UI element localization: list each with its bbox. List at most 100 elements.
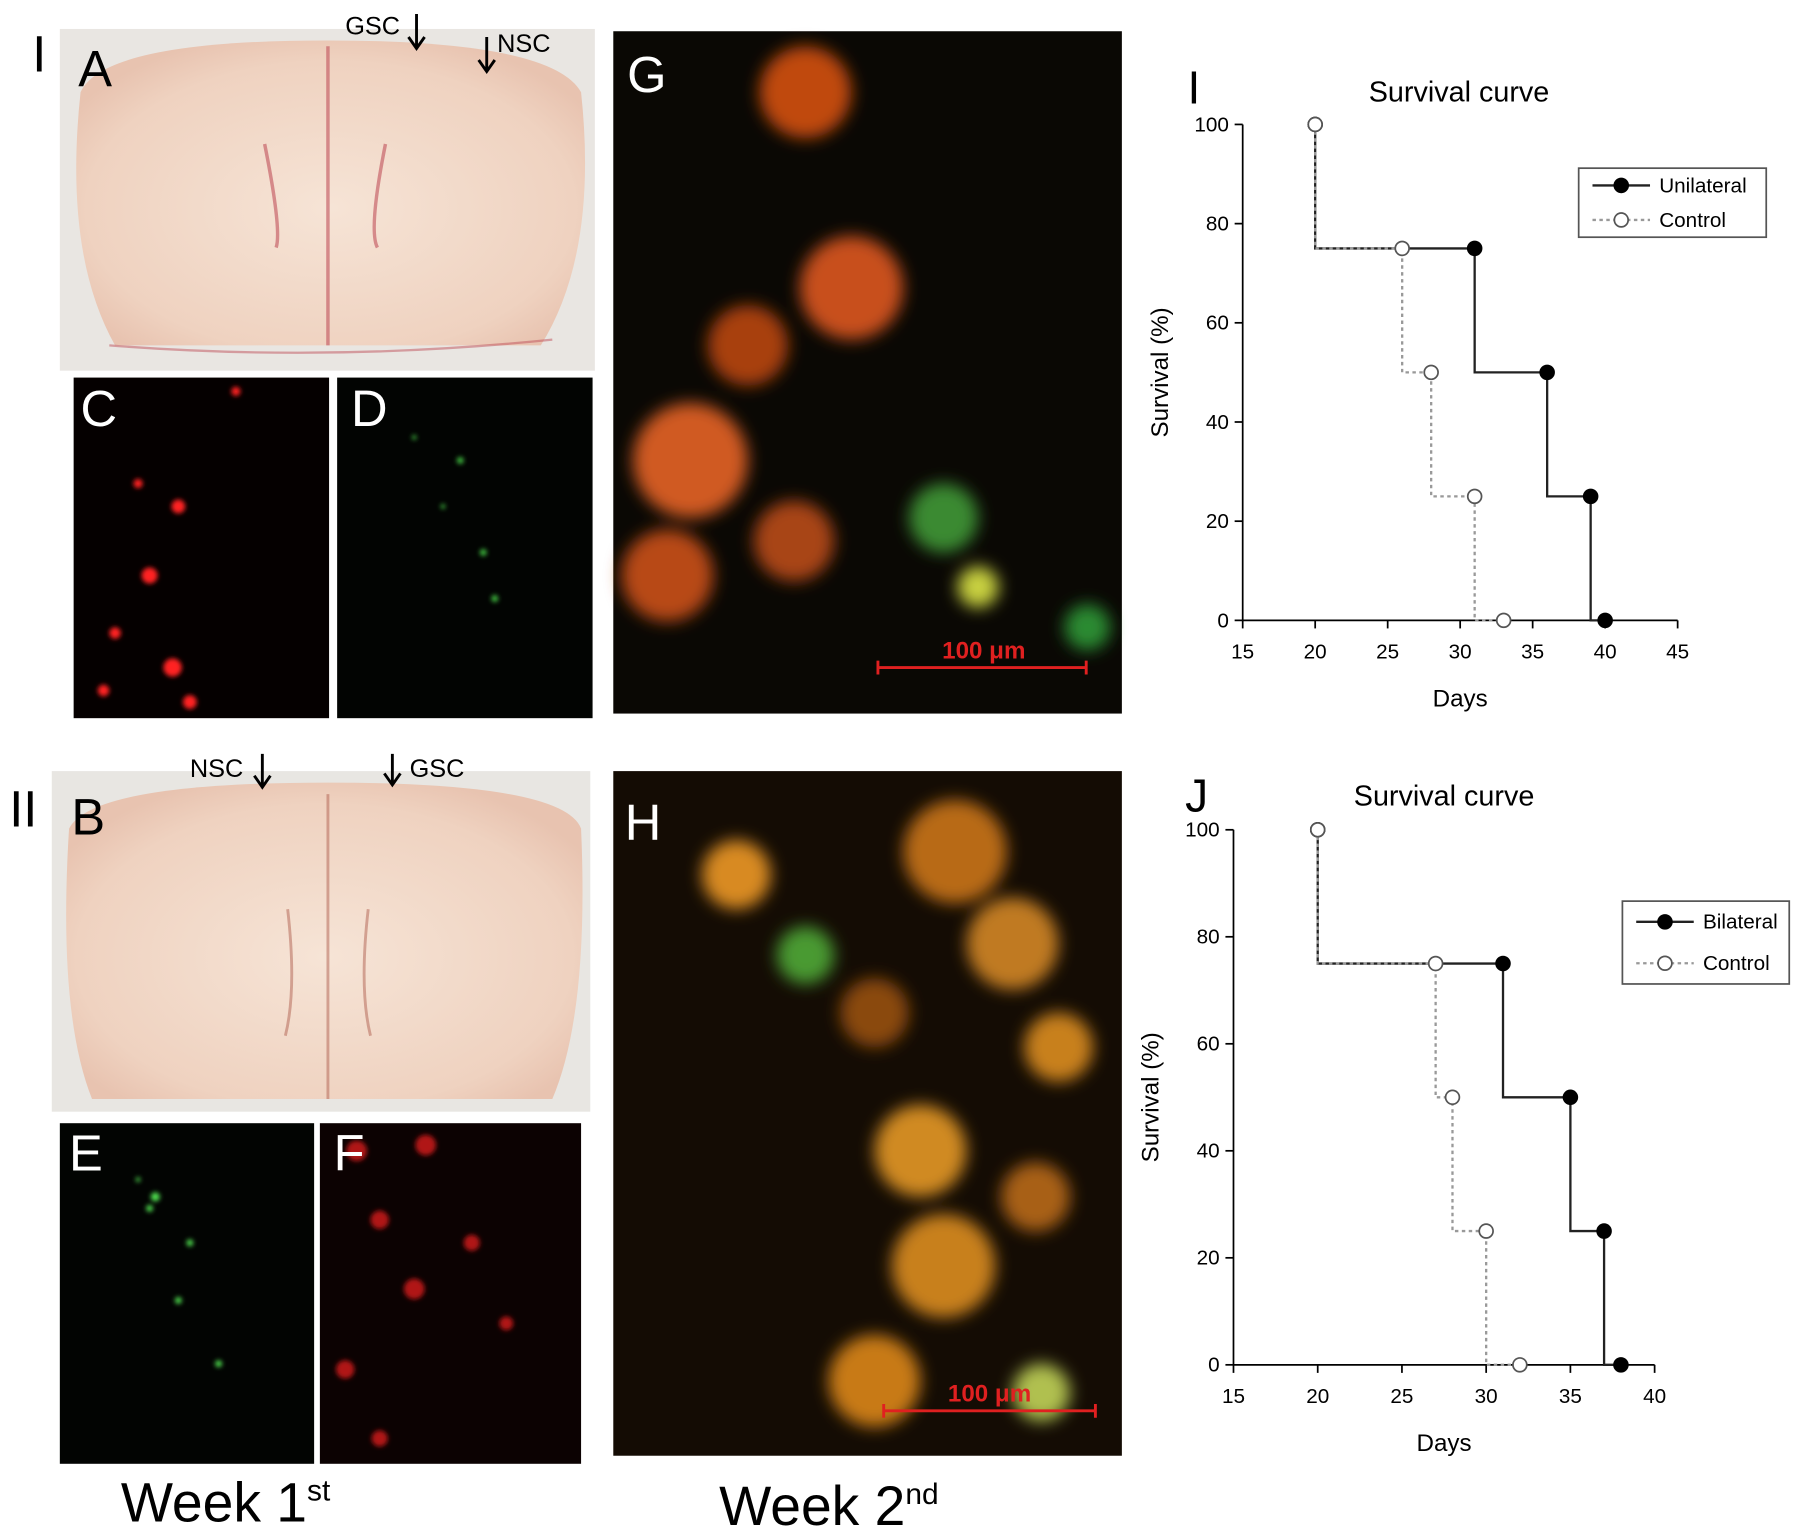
x-tick-label: 45 — [1666, 640, 1689, 663]
marker — [1512, 1357, 1528, 1373]
x-tick-label: 30 — [1449, 640, 1472, 663]
marker — [1478, 1223, 1494, 1239]
panel-label: G — [627, 46, 666, 103]
legend-marker — [1657, 955, 1673, 972]
legend-label: Control — [1659, 209, 1726, 232]
marker — [1309, 822, 1326, 838]
y-tick-label: 100 — [1194, 113, 1229, 136]
chart-title: Survival curve — [1354, 781, 1535, 813]
marker — [1495, 612, 1512, 629]
panel-label: B — [71, 788, 105, 845]
y-tick-label: 40 — [1197, 1140, 1220, 1163]
arrow-label: NSC — [190, 755, 243, 783]
scale-label: 100 μm — [942, 637, 1025, 664]
y-tick-label: 60 — [1206, 312, 1229, 335]
legend-box — [1621, 900, 1791, 985]
x-tick-label: 40 — [1643, 1385, 1666, 1408]
arrow — [477, 36, 496, 75]
x-tick-label: 15 — [1222, 1385, 1245, 1408]
row-label: I — [32, 26, 46, 83]
week-sup: nd — [905, 1478, 938, 1511]
y-tick-label: 40 — [1206, 411, 1229, 434]
y-tick-label: 0 — [1217, 609, 1229, 632]
marker — [1307, 116, 1323, 133]
arrow-label: NSC — [497, 30, 550, 58]
panel-label: D — [351, 380, 388, 437]
photo-f — [319, 1123, 582, 1464]
scale-bar: 100 μm — [876, 637, 1088, 675]
arrow-label: GSC — [410, 755, 465, 783]
scale-label: 100 μm — [948, 1381, 1031, 1408]
legend-label: Unilateral — [1659, 174, 1746, 197]
panel-label: C — [81, 380, 118, 437]
x-tick-label: 35 — [1521, 640, 1544, 663]
x-tick-label: 25 — [1376, 640, 1399, 663]
marker — [1466, 488, 1483, 505]
x-axis-label: Days — [1417, 1430, 1472, 1457]
photo-h — [613, 771, 1122, 1456]
x-tick-label: 20 — [1304, 640, 1327, 663]
arrow — [383, 753, 402, 788]
photo-b — [51, 771, 591, 1112]
x-tick-label: 35 — [1559, 1385, 1582, 1408]
marker — [1423, 364, 1439, 381]
x-tick-label: 15 — [1231, 640, 1254, 663]
panel-label: H — [625, 794, 662, 851]
panel-label: J — [1185, 769, 1208, 821]
panel-label: E — [69, 1124, 103, 1181]
photo-d — [337, 377, 593, 719]
y-axis-label: Survival (%) — [1138, 1032, 1165, 1162]
panel-label: F — [334, 1124, 365, 1181]
marker — [1394, 240, 1410, 257]
y-tick-label: 20 — [1197, 1247, 1220, 1270]
arrow — [253, 753, 272, 790]
marker — [1613, 1357, 1629, 1373]
legend-marker — [1613, 177, 1630, 194]
y-tick-label: 100 — [1185, 819, 1220, 842]
survival-line — [1314, 124, 1606, 622]
y-tick-label: 80 — [1206, 213, 1229, 236]
panel-label: I — [1187, 62, 1200, 114]
legend-label: Control — [1703, 952, 1770, 975]
legend-label: Bilateral — [1703, 911, 1778, 934]
marker — [1466, 240, 1483, 257]
week-text: Week 2 — [719, 1475, 905, 1533]
week-sup: st — [307, 1475, 331, 1508]
photo-c — [73, 377, 330, 719]
arrow — [407, 13, 426, 52]
marker — [1495, 955, 1511, 972]
marker — [1539, 364, 1555, 381]
marker — [1597, 612, 1613, 629]
x-tick-label: 30 — [1475, 1385, 1498, 1408]
arrow-label: GSC — [345, 13, 400, 41]
row-label: II — [9, 780, 37, 837]
photo-a — [59, 28, 595, 371]
legend-marker — [1657, 914, 1673, 930]
survival-line — [1316, 829, 1520, 1366]
legend-box — [1577, 167, 1768, 239]
photo-e — [59, 1123, 315, 1464]
photo-g — [613, 31, 1122, 714]
x-tick-label: 25 — [1390, 1385, 1413, 1408]
y-tick-label: 20 — [1206, 510, 1229, 533]
week-label: Week 2nd — [719, 1475, 938, 1533]
chart-title: Survival curve — [1369, 76, 1550, 108]
week-text: Week 1 — [121, 1471, 307, 1533]
y-tick-label: 60 — [1197, 1033, 1220, 1056]
y-tick-label: 80 — [1197, 926, 1220, 949]
y-axis-label: Survival (%) — [1147, 307, 1174, 437]
y-tick-label: 0 — [1208, 1354, 1220, 1377]
marker — [1427, 955, 1444, 972]
panel-label: A — [78, 40, 112, 97]
marker — [1596, 1223, 1612, 1239]
x-tick-label: 40 — [1594, 640, 1617, 663]
scale-bar: 100 μm — [882, 1381, 1097, 1418]
x-axis-label: Days — [1433, 686, 1488, 713]
survival-line — [1314, 124, 1504, 622]
week-label: Week 1st — [121, 1471, 331, 1533]
legend-marker — [1613, 212, 1630, 228]
marker — [1582, 488, 1599, 505]
marker — [1562, 1089, 1579, 1106]
x-tick-label: 20 — [1306, 1385, 1329, 1408]
